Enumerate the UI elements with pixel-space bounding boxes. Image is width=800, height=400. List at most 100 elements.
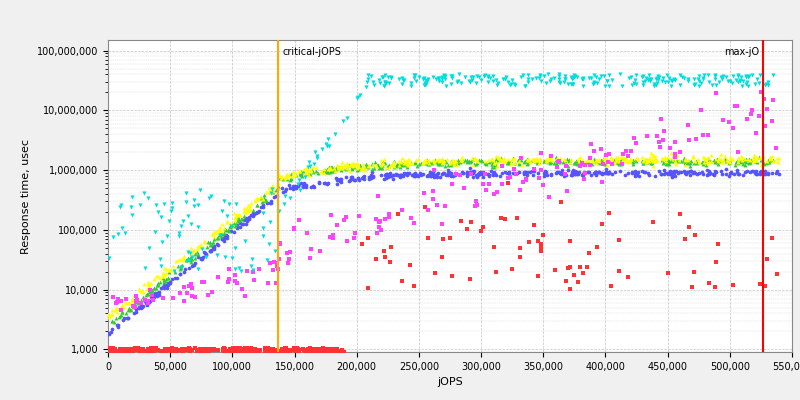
- Point: [201, 348, 214, 355]
- Point: [394, 174, 406, 180]
- Point: [144, 287, 157, 294]
- Point: [208, 228, 221, 235]
- Point: [122, 307, 134, 314]
- Point: [127, 348, 140, 354]
- Point: [382, 172, 394, 178]
- Point: [566, 170, 578, 177]
- Point: [706, 82, 718, 88]
- Point: [437, 169, 450, 176]
- Point: [285, 171, 298, 178]
- Point: [157, 284, 170, 290]
- Point: [538, 157, 550, 164]
- Point: [670, 168, 682, 174]
- Point: [750, 156, 762, 163]
- Point: [440, 155, 453, 162]
- Point: [510, 170, 523, 176]
- Point: [497, 76, 510, 82]
- Point: [719, 158, 732, 164]
- Point: [158, 285, 171, 291]
- Point: [689, 81, 702, 88]
- Point: [191, 224, 204, 230]
- Point: [273, 256, 286, 262]
- Point: [389, 162, 402, 169]
- Point: [650, 158, 663, 164]
- Point: [133, 303, 146, 310]
- Point: [143, 347, 156, 353]
- Point: [407, 172, 420, 179]
- Point: [708, 156, 721, 163]
- Point: [758, 283, 771, 289]
- Point: [208, 246, 221, 252]
- Point: [392, 172, 405, 179]
- Point: [642, 172, 655, 178]
- Point: [182, 248, 195, 254]
- Point: [229, 345, 242, 352]
- Point: [123, 348, 136, 354]
- Point: [342, 162, 354, 168]
- Point: [279, 345, 292, 352]
- Point: [597, 156, 610, 162]
- Point: [514, 74, 527, 80]
- Point: [588, 170, 601, 176]
- Point: [141, 348, 154, 354]
- Point: [119, 296, 132, 302]
- Point: [626, 170, 638, 176]
- Point: [153, 289, 166, 296]
- Point: [666, 173, 678, 179]
- Point: [747, 154, 760, 161]
- Point: [186, 248, 199, 254]
- Point: [476, 170, 489, 176]
- Point: [264, 189, 277, 195]
- Point: [208, 347, 221, 353]
- Point: [178, 345, 190, 352]
- Point: [183, 250, 196, 256]
- Point: [690, 136, 703, 142]
- Point: [599, 170, 612, 177]
- Point: [192, 243, 205, 250]
- Point: [294, 180, 307, 186]
- Point: [158, 277, 170, 283]
- Point: [262, 348, 275, 354]
- Point: [439, 73, 452, 79]
- Point: [270, 346, 283, 353]
- Point: [275, 173, 288, 180]
- Point: [102, 346, 114, 352]
- Point: [174, 290, 186, 297]
- Point: [266, 346, 279, 352]
- Point: [272, 185, 285, 191]
- Point: [131, 346, 144, 353]
- Point: [114, 312, 126, 319]
- Point: [181, 249, 194, 256]
- Point: [463, 79, 476, 85]
- Point: [665, 174, 678, 181]
- Point: [615, 158, 628, 165]
- Point: [158, 348, 170, 354]
- Point: [328, 346, 341, 352]
- Point: [267, 346, 280, 352]
- Point: [385, 74, 398, 80]
- Point: [446, 73, 458, 79]
- Point: [490, 82, 503, 88]
- Point: [474, 157, 487, 164]
- Point: [642, 170, 654, 176]
- Point: [245, 263, 258, 270]
- Point: [352, 166, 365, 172]
- Point: [140, 291, 153, 297]
- Point: [301, 167, 314, 174]
- Point: [745, 157, 758, 163]
- Point: [562, 156, 575, 163]
- Point: [607, 160, 620, 166]
- Point: [352, 161, 365, 168]
- Point: [207, 243, 220, 250]
- Point: [294, 169, 306, 176]
- Point: [747, 152, 760, 158]
- Point: [302, 348, 314, 354]
- Point: [249, 348, 262, 354]
- Point: [373, 164, 386, 171]
- Point: [432, 157, 445, 164]
- Point: [149, 290, 162, 297]
- Point: [633, 172, 646, 179]
- Point: [407, 172, 420, 178]
- Point: [466, 168, 479, 174]
- Point: [320, 346, 333, 352]
